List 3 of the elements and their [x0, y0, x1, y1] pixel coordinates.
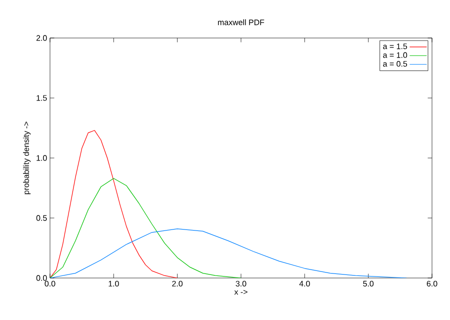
line-series: [50, 228, 407, 278]
line-series: [50, 130, 178, 278]
line-series: [50, 178, 242, 278]
